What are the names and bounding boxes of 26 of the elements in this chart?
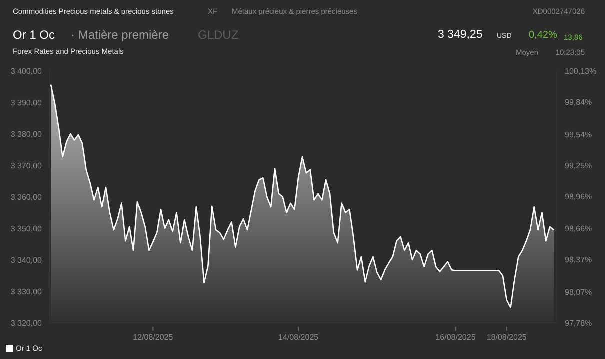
y2-tick-label: 99,84% xyxy=(565,98,592,108)
y2-tick-label: 97,78% xyxy=(565,319,592,328)
y-tick-label: 3 330,00 xyxy=(10,288,43,296)
text: · Matière première xyxy=(71,28,170,42)
y2-tick-label: 99,25% xyxy=(565,161,592,170)
y2-tick-label: 100,13% xyxy=(565,67,597,76)
text: 3 349,25 xyxy=(438,29,483,41)
y-tick-label: 3 360,00 xyxy=(10,193,43,202)
y-tick-label: 3 380,00 xyxy=(10,130,43,139)
text: 0,42% xyxy=(529,30,558,41)
chart-title: Or 1 Oc xyxy=(13,28,56,42)
y2-tick-label: 98,37% xyxy=(565,256,592,265)
y2-tick-label: 99,54% xyxy=(565,130,592,140)
y-tick-label: 3 390,00 xyxy=(10,98,43,108)
y-tick-label: 3 350,00 xyxy=(10,224,43,234)
x-tick-label: 16/08/2025 xyxy=(436,333,476,342)
x-tick-label: 14/08/2025 xyxy=(278,333,320,342)
y2-tick-label: 98,07% xyxy=(565,288,592,297)
x-tick-label: 18/08/2025 xyxy=(486,333,528,342)
y-tick-label: 3 320,00 xyxy=(10,319,43,328)
y-tick-label: 3 340,00 xyxy=(10,256,43,265)
y2-tick-label: 98,96% xyxy=(565,192,592,202)
y-tick-label: 3 370,00 xyxy=(10,162,43,170)
y2-tick-label: 98,66% xyxy=(565,224,592,234)
y-tick-label: 3 400,00 xyxy=(10,67,43,76)
x-tick-label: 12/08/2025 xyxy=(133,333,174,342)
